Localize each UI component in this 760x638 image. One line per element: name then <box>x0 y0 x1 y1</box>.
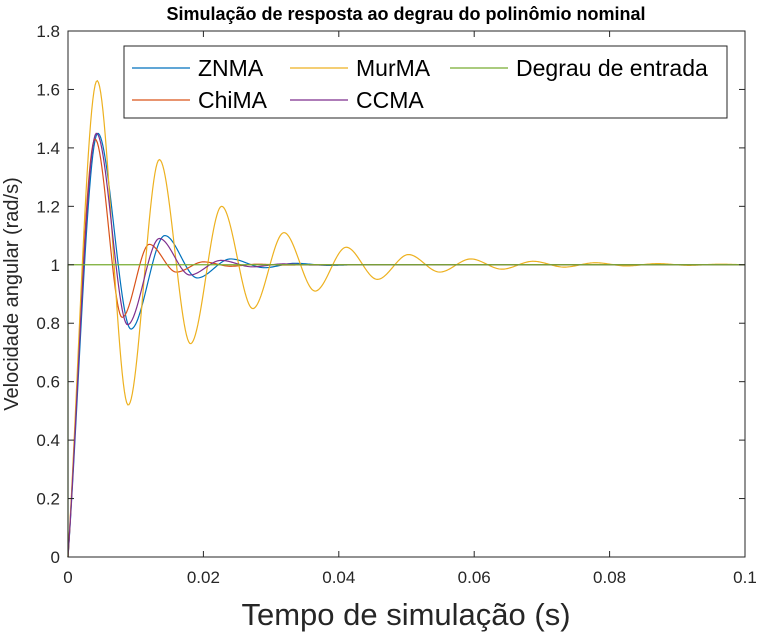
y-tick-label: 0.4 <box>36 431 60 450</box>
x-tick-label: 0.06 <box>458 568 491 587</box>
y-tick-label: 1.6 <box>36 80 60 99</box>
y-tick-label: 0.8 <box>36 314 60 333</box>
y-tick-label: 1.2 <box>36 197 60 216</box>
legend-label: ChiMA <box>198 87 268 113</box>
y-tick-label: 0.2 <box>36 490 60 509</box>
y-tick-label: 1.4 <box>36 139 60 158</box>
legend-box <box>123 45 728 119</box>
legend-label: CCMA <box>356 87 424 113</box>
x-ticks: 0 0.02 0.04 0.06 0.08 0.1 <box>63 31 757 587</box>
plot-area <box>68 31 745 557</box>
y-axis-label: Velocidade angular (rad/s) <box>1 177 23 410</box>
y-tick-label: 1 <box>51 256 60 275</box>
chart-title: Simulação de resposta ao degrau do polin… <box>166 4 645 24</box>
x-tick-label: 0.1 <box>733 568 757 587</box>
axes-box <box>67 30 746 558</box>
x-tick-label: 0.04 <box>322 568 355 587</box>
series-line-murma <box>67 79 746 558</box>
x-tick-label: 0.08 <box>593 568 626 587</box>
y-tick-label: 0.6 <box>36 373 60 392</box>
x-tick-label: 0 <box>63 568 72 587</box>
y-tick-label: 0 <box>51 548 60 567</box>
legend-entries: ZNMA MurMA Degrau de entrada ChiMA CCMA <box>132 55 708 113</box>
y-ticks: 0 0.2 0.4 0.6 0.8 1 1.2 1.4 1.6 1.8 <box>36 22 745 567</box>
x-axis-label: Tempo de simulação (s) <box>241 597 570 632</box>
legend: ZNMA MurMA Degrau de entrada ChiMA CCMA <box>123 45 728 119</box>
legend-label: ZNMA <box>198 55 264 81</box>
x-tick-label: 0.02 <box>187 568 220 587</box>
legend-label: MurMA <box>356 55 431 81</box>
legend-label: Degrau de entrada <box>516 55 708 81</box>
y-tick-label: 1.8 <box>36 22 60 41</box>
